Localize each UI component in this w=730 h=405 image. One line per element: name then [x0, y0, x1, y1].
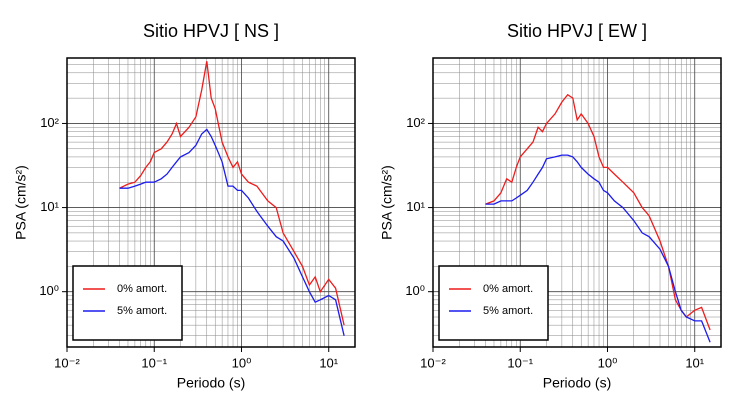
x-tick-label: 10⁻¹ — [141, 355, 167, 370]
data-line — [119, 128, 345, 336]
plot-frame — [66, 57, 356, 348]
legend-label: 5% amort. — [117, 305, 167, 317]
y-axis-label: PSA (cm/s²) — [13, 165, 29, 240]
x-tick-label: 10⁻² — [420, 355, 446, 370]
y-axis-label: PSA (cm/s²) — [379, 165, 395, 240]
data-line — [119, 61, 345, 326]
y-tick-label: 10² — [406, 115, 425, 130]
chart: Sitio HPVJ [ EW ] 10⁻² 10⁻¹ 10⁰ 10¹ 10⁰ 10¹ 10²… — [379, 21, 722, 391]
legend-box — [72, 265, 183, 341]
x-tick-label: 10¹ — [319, 355, 338, 370]
x-tick-label: 10⁰ — [598, 355, 618, 370]
legend-label: 5% amort. — [483, 305, 533, 317]
y-tick-label: 10¹ — [406, 199, 425, 214]
y-tick-label: 10² — [40, 115, 59, 130]
x-tick-label: 10¹ — [685, 355, 704, 370]
chart-title: Sitio HPVJ [ EW ] — [507, 21, 647, 41]
x-tick-label: 10⁻¹ — [507, 355, 533, 370]
chart-title: Sitio HPVJ [ NS ] — [143, 21, 279, 41]
y-tick-label: 10¹ — [40, 199, 59, 214]
x-tick-label: 10⁻² — [54, 355, 80, 370]
chart: Sitio HPVJ [ NS ] 10⁻² 10⁻¹ 10⁰ 10¹ 10⁰ 10¹ 10²… — [13, 21, 356, 391]
x-tick-label: 10⁰ — [232, 355, 252, 370]
data-line — [485, 154, 711, 343]
plot-frame — [432, 57, 722, 348]
x-axis-label: Periodo (s) — [177, 375, 245, 391]
legend-label: 0% amort. — [117, 283, 167, 295]
x-axis-label: Periodo (s) — [543, 375, 611, 391]
y-tick-label: 10⁰ — [39, 283, 59, 298]
legend-box — [438, 265, 549, 341]
y-tick-label: 10⁰ — [405, 283, 425, 298]
legend-label: 0% amort. — [483, 283, 533, 295]
